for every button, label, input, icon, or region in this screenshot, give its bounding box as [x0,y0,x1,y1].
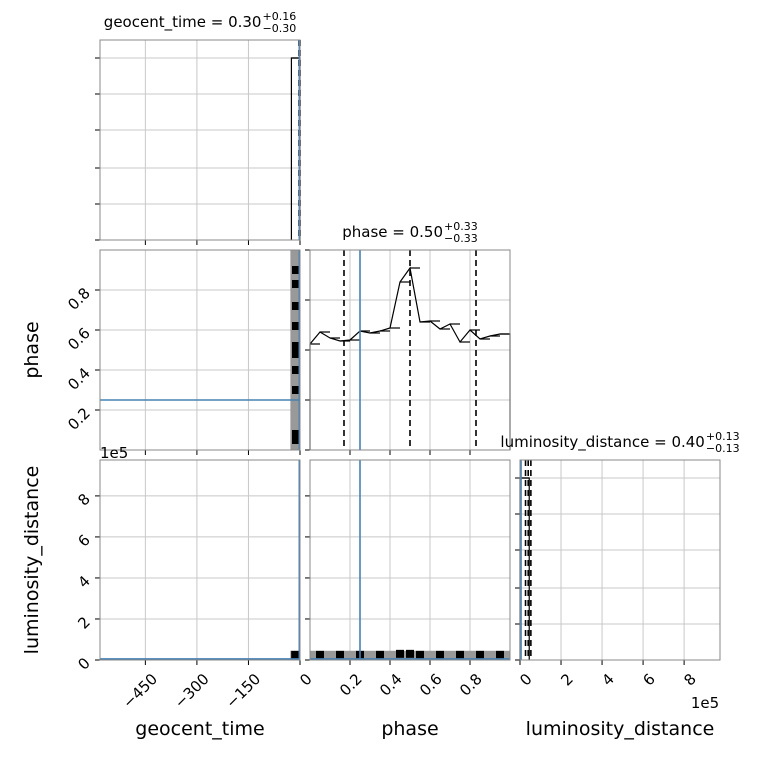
density-peak [292,322,300,330]
x-axis-label: luminosity_distance [526,718,715,740]
panel-frame [99,459,301,661]
panel-title: phase = 0.50 [342,223,443,241]
density-peak [292,342,300,350]
panel-frame [309,249,511,451]
x-tick-label: 0 [296,670,315,689]
density-peak [292,366,300,374]
y-tick-label: 0.8 [64,284,94,314]
x-tick-label: 0.8 [456,670,486,700]
x-tick-label: 0.2 [336,670,366,700]
y-axis-label: luminosity_distance [21,466,43,655]
density-peak [292,350,300,358]
x-tick-label: −150 [222,670,264,712]
density-peak [292,280,300,288]
x-tick-label: 0.6 [416,670,446,700]
x-tick-label: 0.4 [376,670,406,700]
y-tick-label: 0 [74,654,93,673]
x-tick-label: 0 [516,670,535,689]
title-lower: −0.30 [262,22,296,35]
panel-frame [309,459,511,661]
panel-title: geocent_time = 0.30 [104,13,262,32]
density-peak [476,650,484,659]
x-tick-label: −300 [171,670,213,712]
density-peak [456,650,464,659]
density-peak [396,649,404,658]
panel-title: luminosity_distance = 0.40 [500,433,704,452]
density-peak [436,650,444,659]
density-peak [416,650,424,659]
density-peak [292,266,300,274]
density-peak [292,386,300,394]
x-tick-label: 2 [557,670,576,689]
y-offset-label: 1e5 [100,444,128,462]
y-tick-label: 8 [74,490,93,509]
title-upper: +0.16 [262,10,296,23]
x-axis-label: geocent_time [135,718,264,740]
density-peak [292,430,300,438]
y-tick-label: 0.2 [64,404,94,434]
density-peak [292,436,300,444]
y-tick-label: 2 [74,613,93,632]
density-peak [292,652,300,660]
density-peak [406,649,414,658]
title-upper: +0.33 [444,220,478,233]
title-lower: −0.33 [444,232,478,245]
title-upper: +0.13 [706,430,740,443]
density-peak [292,302,300,310]
y-axis-label: phase [21,321,43,378]
x-axis-label: phase [381,718,438,740]
x-tick-label: 6 [639,670,658,689]
y-tick-label: 6 [74,531,93,550]
title-lower: −0.13 [706,442,740,455]
x-tick-label: 4 [598,670,617,689]
y-tick-label: 4 [74,572,93,591]
hist-edges [309,266,511,450]
x-tick-label: −450 [119,670,161,712]
panel-frame [99,249,301,451]
density-peak [316,650,324,659]
density-peak [376,650,384,659]
panel-frame [99,39,301,241]
x-offset-label: 1e5 [691,694,719,712]
panel-frame [519,459,721,661]
density-peak [496,650,504,659]
density-peak [336,650,344,659]
y-tick-label: 0.4 [64,364,94,394]
x-tick-label: 8 [680,670,699,689]
y-tick-label: 0.6 [64,324,94,354]
